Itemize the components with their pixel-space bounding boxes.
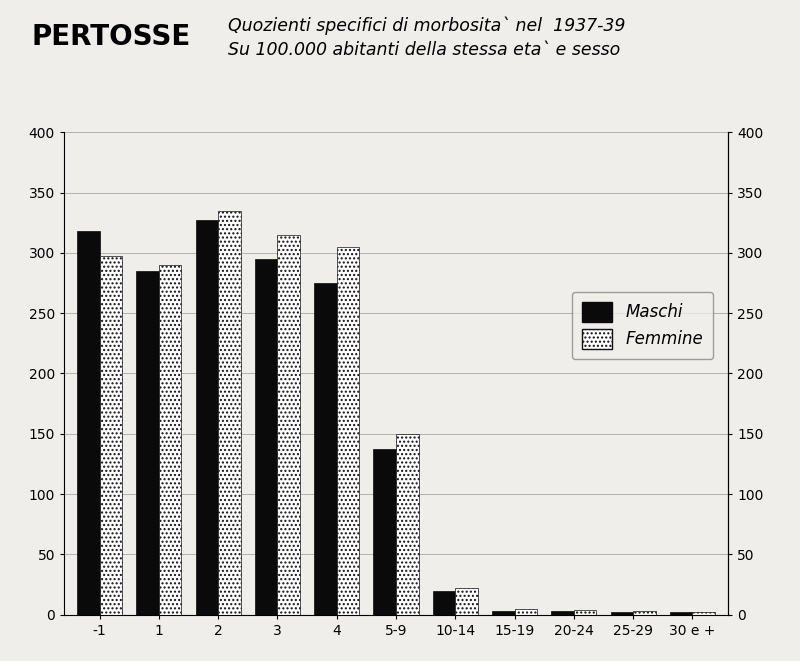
- Bar: [610, 612, 633, 615]
- Bar: [670, 612, 693, 615]
- Bar: [455, 588, 478, 615]
- Bar: [633, 611, 656, 615]
- Bar: [396, 434, 418, 615]
- Bar: [159, 265, 182, 615]
- Bar: [278, 235, 300, 615]
- Bar: [314, 283, 337, 615]
- Bar: [551, 611, 574, 615]
- Bar: [514, 609, 537, 615]
- Bar: [77, 231, 99, 615]
- Bar: [693, 612, 715, 615]
- Text: Quozienti specifici di morbosita` nel  1937-39: Quozienti specifici di morbosita` nel 19…: [228, 17, 626, 35]
- Bar: [99, 256, 122, 615]
- Bar: [574, 610, 596, 615]
- Bar: [492, 611, 514, 615]
- Bar: [433, 591, 455, 615]
- Bar: [196, 220, 218, 615]
- Bar: [337, 247, 359, 615]
- Bar: [255, 259, 278, 615]
- Text: Su 100.000 abitanti della stessa eta` e sesso: Su 100.000 abitanti della stessa eta` e …: [228, 41, 620, 59]
- Bar: [136, 271, 159, 615]
- Bar: [374, 449, 396, 615]
- Legend: Maschi, Femmine: Maschi, Femmine: [572, 292, 713, 359]
- Text: PERTOSSE: PERTOSSE: [32, 23, 191, 51]
- Bar: [218, 211, 241, 615]
